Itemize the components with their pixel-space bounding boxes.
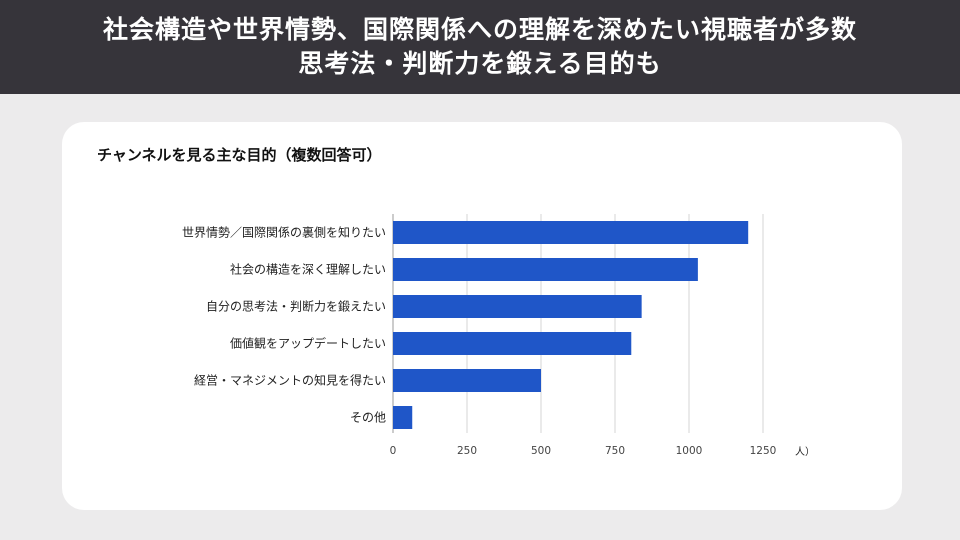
- category-label: 社会の構造を深く理解したい: [230, 262, 386, 277]
- x-tick-label: 500: [531, 445, 551, 457]
- category-label: 経営・マネジメントの知見を得たい: [194, 373, 386, 388]
- headline-line-2: 思考法・判断力を鍛える目的も: [298, 49, 662, 78]
- category-label: 世界情勢／国際関係の裏側を知りたい: [182, 225, 386, 240]
- bar: [393, 369, 541, 392]
- x-tick-label: 1250: [750, 445, 777, 457]
- x-tick-label: 750: [605, 445, 625, 457]
- x-tick-label: 250: [457, 445, 477, 457]
- bar: [393, 332, 632, 355]
- x-tick-label: 1000: [676, 445, 703, 457]
- bar-chart: 0 250 500 750 1000 1250 人） 世界情勢／国際関係の裏側を知りたい社会の…: [182, 214, 815, 458]
- x-tick-label: 0: [390, 445, 397, 457]
- category-label: その他: [350, 411, 386, 425]
- chart-card: チャンネルを見る主な目的（複数回答可） 0 250 500 750 1000 1250 人）…: [62, 122, 902, 510]
- header-banner: 社会構造や世界情勢、国際関係への理解を深めたい視聴者が多数 思考法・判断力を鍛え…: [0, 0, 960, 94]
- bar: [393, 221, 749, 244]
- x-unit-label: 人）: [795, 446, 815, 458]
- chart-title: チャンネルを見る主な目的（複数回答可）: [97, 146, 382, 164]
- category-label: 自分の思考法・判断力を鍛えたい: [206, 299, 386, 314]
- bar: [393, 258, 698, 281]
- bar: [393, 295, 642, 318]
- category-label: 価値観をアップデートしたい: [230, 336, 386, 351]
- headline-line-1: 社会構造や世界情勢、国際関係への理解を深めたい視聴者が多数: [102, 15, 857, 44]
- bar: [393, 406, 413, 429]
